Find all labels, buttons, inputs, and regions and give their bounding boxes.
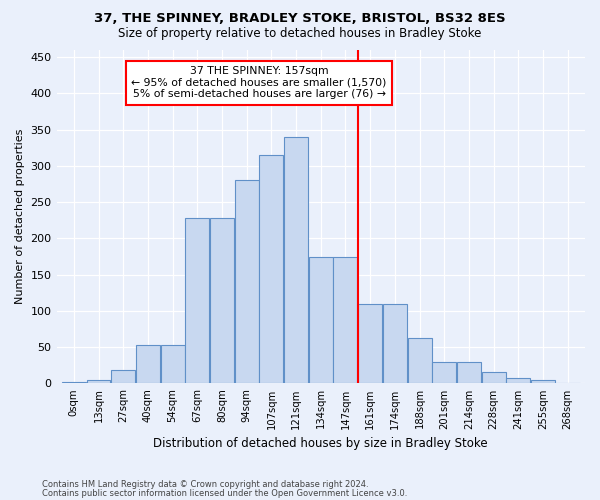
Bar [432,362,456,384]
Bar [383,304,407,384]
Bar [284,137,308,384]
Bar [235,180,259,384]
Bar [111,370,135,384]
Bar [556,382,580,384]
Bar [358,304,382,384]
Bar [506,378,530,384]
Bar [136,345,160,384]
Bar [309,256,333,384]
Text: Contains HM Land Registry data © Crown copyright and database right 2024.: Contains HM Land Registry data © Crown c… [42,480,368,489]
Bar [482,372,506,384]
Text: Size of property relative to detached houses in Bradley Stoke: Size of property relative to detached ho… [118,28,482,40]
Bar [259,155,283,384]
Bar [531,380,555,384]
Bar [407,338,431,384]
Bar [161,345,185,384]
Bar [334,256,358,384]
Bar [457,362,481,384]
Y-axis label: Number of detached properties: Number of detached properties [15,129,25,304]
Bar [62,382,86,384]
X-axis label: Distribution of detached houses by size in Bradley Stoke: Distribution of detached houses by size … [154,437,488,450]
Text: Contains public sector information licensed under the Open Government Licence v3: Contains public sector information licen… [42,488,407,498]
Text: 37, THE SPINNEY, BRADLEY STOKE, BRISTOL, BS32 8ES: 37, THE SPINNEY, BRADLEY STOKE, BRISTOL,… [94,12,506,26]
Text: 37 THE SPINNEY: 157sqm
← 95% of detached houses are smaller (1,570)
5% of semi-d: 37 THE SPINNEY: 157sqm ← 95% of detached… [131,66,387,99]
Bar [210,218,234,384]
Bar [86,380,110,384]
Bar [185,218,209,384]
